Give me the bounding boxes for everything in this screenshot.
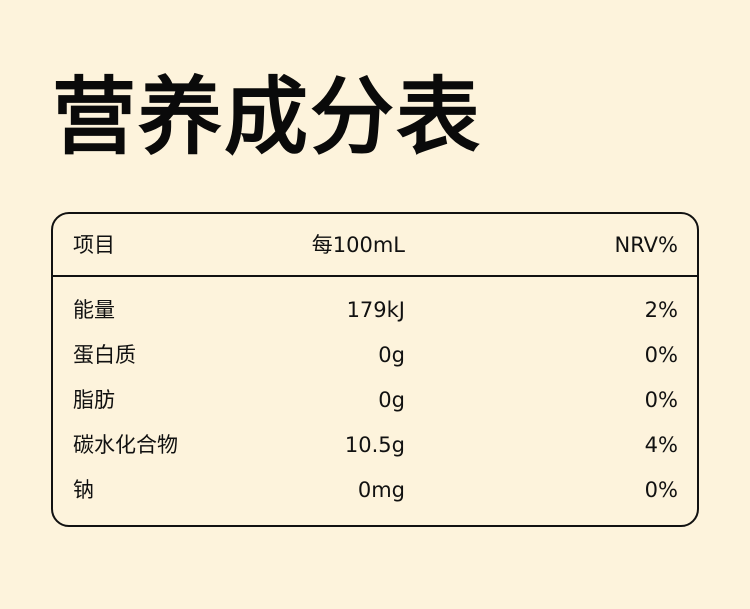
nutrient-nrv: 0% [644, 478, 678, 502]
table-row: 能量 179kJ 2% [53, 288, 697, 333]
nutrient-name: 蛋白质 [73, 343, 136, 367]
table-row: 碳水化合物 10.5g 4% [53, 423, 697, 468]
nutrient-nrv: 0% [644, 343, 678, 367]
header-item: 项目 [73, 233, 115, 257]
page-title: 营养成分表 [52, 68, 483, 166]
nutrient-nrv: 4% [644, 433, 678, 457]
nutrient-value: 179kJ [346, 298, 405, 322]
table-row: 钠 0mg 0% [53, 468, 697, 513]
nutrient-value: 10.5g [344, 433, 405, 457]
nutrient-nrv: 0% [644, 388, 678, 412]
nutrient-nrv: 2% [644, 298, 678, 322]
nutrient-name: 碳水化合物 [73, 433, 178, 457]
nutrient-value: 0g [378, 388, 405, 412]
nutrient-name: 能量 [73, 298, 115, 322]
header-divider [53, 275, 697, 277]
header-nrv: NRV% [614, 233, 678, 257]
nutrition-table: 项目 每100mL NRV% 能量 179kJ 2% 蛋白质 0g 0% 脂肪 … [51, 212, 699, 527]
table-row: 脂肪 0g 0% [53, 378, 697, 423]
nutrient-value: 0mg [357, 478, 405, 502]
nutrient-value: 0g [378, 343, 405, 367]
nutrient-name: 钠 [73, 478, 94, 502]
nutrient-name: 脂肪 [73, 388, 115, 412]
header-per: 每100mL [311, 233, 405, 257]
table-row: 蛋白质 0g 0% [53, 333, 697, 378]
table-header: 项目 每100mL NRV% [53, 223, 697, 268]
